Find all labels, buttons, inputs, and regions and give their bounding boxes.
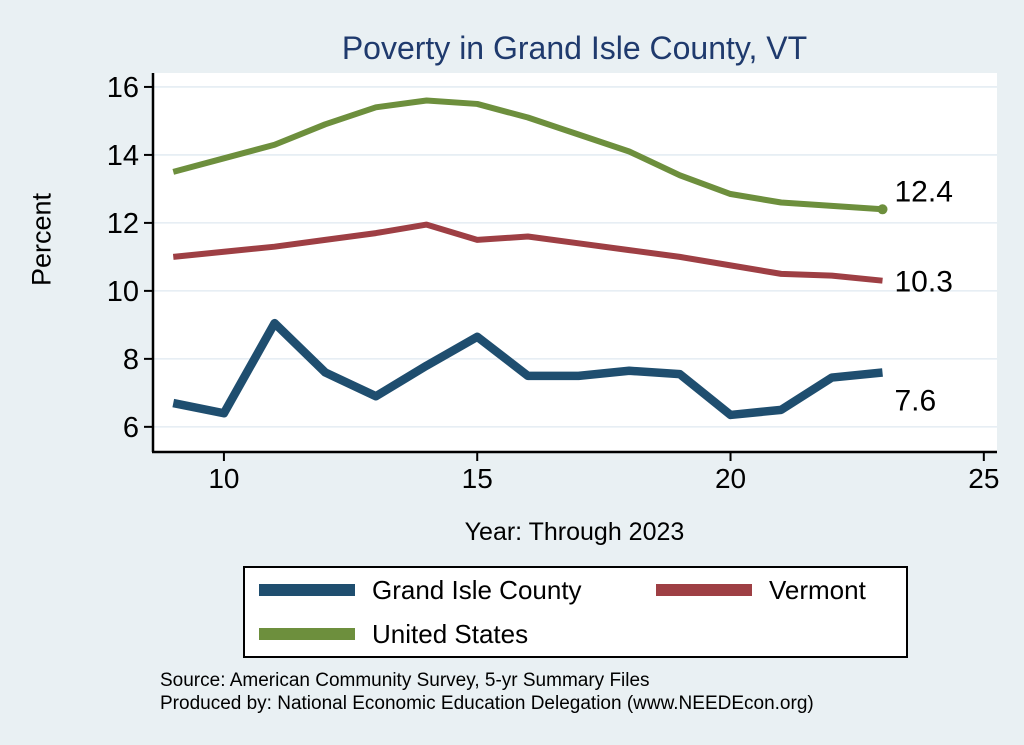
y-tick-label-6: 6 [123, 412, 139, 444]
chart-title: Poverty in Grand Isle County, VT [341, 30, 808, 66]
legend-swatch-vermont [656, 584, 752, 596]
x-tick-label-15: 15 [462, 463, 493, 494]
y-axis-title: Percent [26, 192, 57, 286]
legend-item-vermont: Vermont [642, 575, 906, 606]
source-line: Source: American Community Survey, 5-yr … [160, 670, 650, 691]
end-value-label-grand-isle-county: 7.6 [895, 384, 937, 417]
end-value-label-united-states: 12.4 [895, 175, 953, 208]
legend-swatch-united-states [259, 628, 355, 640]
legend-item-united-states: United States [245, 619, 642, 650]
produced-by-line: Produced by: National Economic Education… [160, 693, 814, 714]
y-tick-label-14: 14 [107, 140, 139, 172]
x-tick-label-10: 10 [208, 463, 239, 494]
legend: Grand Isle County Vermont United States [243, 566, 908, 658]
x-tick-label-20: 20 [715, 463, 746, 494]
end-value-label-vermont: 10.3 [895, 266, 953, 299]
plot-background [152, 73, 997, 452]
plot-area: 6 8 10 12 14 16 10 15 20 25 7.6 10.3 12.4 [107, 72, 1000, 494]
legend-label: United States [372, 618, 529, 649]
y-tick-label-10: 10 [107, 276, 139, 308]
y-tick-label-12: 12 [107, 208, 139, 240]
legend-label: Grand Isle County [372, 574, 582, 605]
legend-label: Vermont [769, 574, 866, 605]
series-line-grand-isle-county [172, 318, 883, 420]
legend-swatch-grand-isle-county [259, 584, 355, 596]
y-tick-label-8: 8 [123, 344, 139, 376]
legend-item-grand-isle-county: Grand Isle County [245, 575, 642, 606]
series-end-dot-united-states [877, 204, 888, 215]
source-note: Source: American Community Survey, 5-yr … [160, 669, 814, 715]
x-tick-label-25: 25 [968, 463, 999, 494]
y-tick-label-16: 16 [107, 72, 139, 104]
x-axis-title: Year: Through 2023 [464, 518, 685, 546]
series-line-united-states [172, 97, 883, 213]
series-line-vermont [172, 221, 883, 284]
